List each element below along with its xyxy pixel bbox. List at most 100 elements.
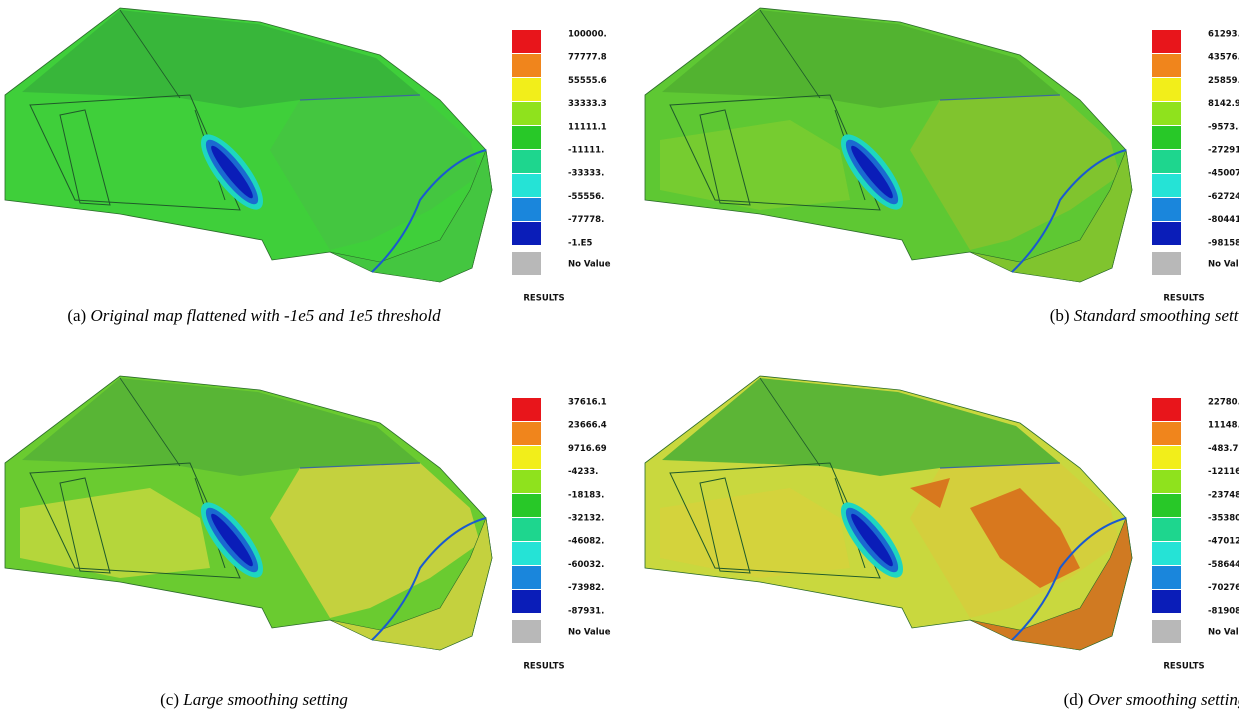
legend-swatch — [512, 126, 541, 149]
legend-label: -77778. — [568, 215, 604, 225]
car-render — [645, 8, 1132, 282]
car-render — [5, 8, 492, 282]
legend-label: -58644. — [1208, 560, 1239, 570]
legend-swatch — [512, 518, 541, 541]
legend-swatch — [512, 494, 541, 517]
car-roof — [662, 10, 1060, 108]
legend-label: -98158. — [1208, 238, 1239, 248]
legend-swatch — [512, 150, 541, 173]
legend-label: 23666.4 — [568, 421, 607, 431]
legend-swatch-novalue — [1152, 252, 1181, 275]
caption-text: Over smoothing setting — [1088, 690, 1239, 709]
legend-swatch — [512, 422, 541, 445]
caption-label: (c) — [160, 690, 179, 709]
car-render — [5, 376, 492, 650]
legend-swatch-novalue — [512, 252, 541, 275]
legend-swatch — [512, 470, 541, 493]
legend-novalue: No Value — [568, 260, 611, 270]
legend-swatch — [512, 54, 541, 77]
caption-text: Original map flattened with -1e5 and 1e5… — [90, 306, 441, 325]
legend-swatch — [1152, 198, 1181, 221]
legend-novalue: No Value — [1208, 260, 1239, 270]
legend-label: -11111. — [568, 146, 604, 156]
legend-swatch — [512, 174, 541, 197]
legend-label: -32132. — [568, 514, 604, 524]
legend-label: 9716.69 — [568, 444, 607, 454]
legend-novalue: No Value — [1208, 628, 1239, 638]
caption: (d) Over smoothing setting — [1064, 690, 1239, 709]
legend-label: -45007. — [1208, 169, 1239, 179]
legend-label: 11111.1 — [568, 122, 607, 132]
car-roof — [22, 10, 420, 108]
legend-label: 100000. — [568, 30, 607, 40]
panel: 61293.343576.525859.78142.95-9573.8-2729… — [645, 8, 1239, 325]
legend-label: -46082. — [568, 537, 604, 547]
legend-label: -73982. — [568, 583, 604, 593]
legend-swatch — [1152, 470, 1181, 493]
legend-swatch — [512, 542, 541, 565]
legend-swatch — [1152, 102, 1181, 125]
legend-swatch — [512, 102, 541, 125]
legend-swatch — [512, 590, 541, 613]
caption-text: Large smoothing setting — [182, 690, 348, 709]
legend-swatch — [512, 78, 541, 101]
panel: 37616.123666.49716.69-4233.-18183.-32132… — [5, 376, 611, 709]
car-render — [645, 376, 1132, 650]
legend-swatch — [512, 566, 541, 589]
legend-label: 55555.6 — [568, 76, 607, 86]
legend-swatch — [512, 446, 541, 469]
legend-label: -483.77 — [1208, 444, 1239, 454]
caption-text: Standard smoothing setting — [1074, 306, 1239, 325]
legend-label: -33333. — [568, 169, 604, 179]
figure: 100000. 77777.8 55555.6 33333.3 11111.1 -1111… — [0, 0, 1239, 718]
legend-label: -23748. — [1208, 490, 1239, 500]
legend-label: 25859.7 — [1208, 76, 1239, 86]
legend-label: 8142.95 — [1208, 99, 1239, 109]
legend-title: RESULTS — [1163, 294, 1204, 304]
legend-swatch — [1152, 150, 1181, 173]
legend-swatch — [1152, 222, 1181, 245]
legend-swatch — [1152, 494, 1181, 517]
legend-label: -9573.8 — [1208, 122, 1239, 132]
legend-swatch — [1152, 78, 1181, 101]
legend-label: -70276. — [1208, 583, 1239, 593]
legend-swatch — [1152, 398, 1181, 421]
legend-label: -62724. — [1208, 192, 1239, 202]
legend-swatch — [512, 398, 541, 421]
caption: (a) Original map flattened with -1e5 and… — [67, 306, 441, 325]
legend-swatch — [1152, 590, 1181, 613]
caption-label: (a) — [67, 306, 86, 325]
legend-swatch-novalue — [1152, 620, 1181, 643]
legend-label: -12116. — [1208, 467, 1239, 477]
legend-swatch — [1152, 518, 1181, 541]
legend-title: RESULTS — [1163, 662, 1204, 672]
legend-title: RESULTS — [523, 662, 564, 672]
legend-swatch — [512, 198, 541, 221]
legend-label: 33333.3 — [568, 99, 607, 109]
legend-swatch — [1152, 126, 1181, 149]
legend-label: 77777.8 — [568, 53, 607, 63]
legend-label: -60032. — [568, 560, 604, 570]
caption-label: (d) — [1064, 690, 1084, 709]
legend-label: -55556. — [568, 192, 604, 202]
panel: 100000. 77777.8 55555.6 33333.3 11111.1 -1111… — [5, 8, 611, 325]
legend-label: 37616.1 — [568, 398, 607, 408]
legend-swatch — [1152, 30, 1181, 53]
legend-label: 11148.3 — [1208, 421, 1239, 431]
legend-swatch — [1152, 54, 1181, 77]
caption: (b) Standard smoothing setting — [1050, 306, 1239, 325]
legend-swatch — [512, 30, 541, 53]
legend-label: -1.E5 — [568, 238, 592, 248]
legend-label: -35380. — [1208, 514, 1239, 524]
legend-label: -87931. — [568, 606, 604, 616]
legend-swatch — [1152, 446, 1181, 469]
legend-label: -27291. — [1208, 146, 1239, 156]
caption-label: (b) — [1050, 306, 1070, 325]
legend-label: -18183. — [568, 490, 604, 500]
legend-swatch — [1152, 542, 1181, 565]
legend-label: 43576.5 — [1208, 53, 1239, 63]
car-roof — [662, 378, 1060, 476]
legend-label: -47012. — [1208, 537, 1239, 547]
legend-label: -81908. — [1208, 606, 1239, 616]
panel: 22780.311148.3-483.77-12116.-23748.-3538… — [645, 376, 1239, 709]
